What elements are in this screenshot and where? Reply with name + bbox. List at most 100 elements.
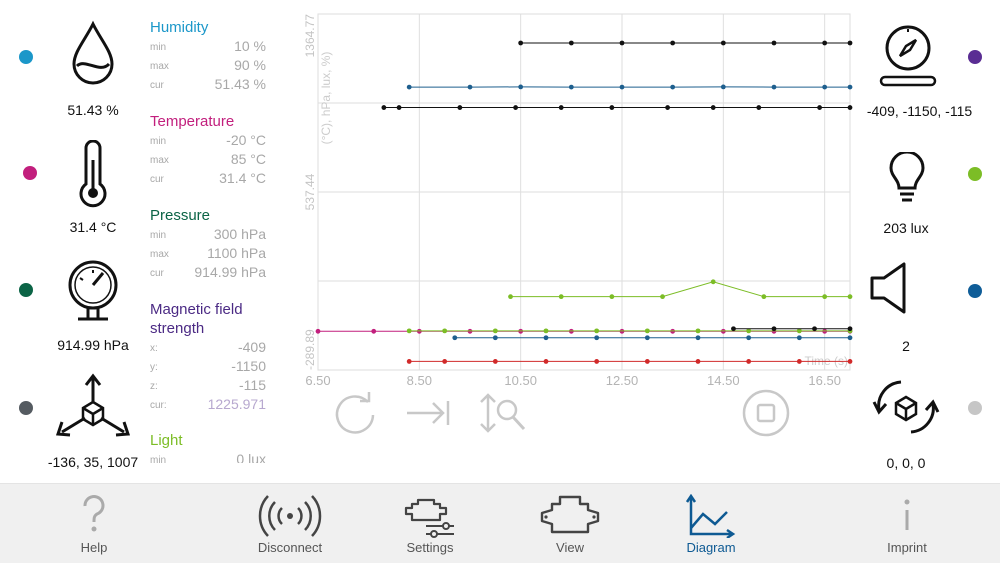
pressure-dot[interactable]	[19, 283, 33, 297]
stat-key: cur	[150, 268, 164, 279]
stat-key: min	[150, 136, 167, 147]
y-tick-label: 537.44	[303, 173, 317, 210]
vertical-zoom-icon[interactable]	[478, 392, 528, 434]
data-point	[452, 335, 458, 341]
humidity-stats: Humidity min 10 % max 90 % cur 51.43 %	[150, 18, 266, 94]
stat-key: max	[150, 155, 169, 166]
data-point	[720, 40, 726, 46]
nav-disconnect[interactable]: Disconnect	[230, 484, 350, 563]
data-point	[406, 84, 412, 90]
data-point	[518, 40, 524, 46]
gauge-icon	[68, 260, 118, 321]
help-icon	[83, 495, 105, 532]
disconnect-icon	[258, 495, 322, 537]
data-point	[396, 105, 402, 110]
data-point	[594, 335, 600, 341]
diagram-icon	[685, 494, 736, 538]
settings-icon	[404, 498, 454, 538]
data-point	[315, 328, 321, 334]
data-point	[568, 40, 574, 46]
data-point	[660, 294, 665, 300]
data-point	[796, 359, 802, 364]
data-point	[406, 359, 412, 364]
orientation-dot[interactable]	[968, 50, 982, 64]
stat-key: y:	[150, 362, 158, 373]
nav-settings[interactable]: Settings	[370, 484, 490, 563]
temperature-stats: Temperature min -20 °C max 85 °C cur 31.4 °…	[150, 112, 266, 188]
light-dot[interactable]	[968, 167, 982, 181]
temperature-stats-title: Temperature	[150, 113, 235, 130]
stat-value: 85 °C	[230, 151, 266, 167]
refresh-icon[interactable]	[330, 388, 380, 438]
data-point	[847, 294, 853, 300]
data-point	[513, 105, 518, 110]
imprint-icon	[904, 499, 910, 530]
stat-value: -115	[239, 377, 266, 393]
y-axis-label: (°C), hPa, lux, %)	[319, 52, 333, 145]
data-point	[558, 294, 564, 300]
temperature-dot[interactable]	[23, 166, 37, 180]
data-point	[847, 359, 853, 364]
stat-value: 90 %	[234, 57, 266, 73]
nav-view[interactable]: View	[510, 484, 630, 563]
x-tick-label: 10.50	[504, 373, 537, 388]
stat-value: 31.4 °C	[219, 170, 266, 186]
data-point	[796, 328, 802, 334]
stat-value: -1150	[231, 358, 266, 374]
stat-value: 914.99 hPa	[194, 264, 266, 280]
data-point	[492, 359, 498, 364]
nav-imprint[interactable]: Imprint	[847, 484, 967, 563]
sound-dot[interactable]	[968, 284, 982, 298]
humidity-value: 51.43 %	[67, 102, 119, 118]
stat-key: cur	[150, 80, 164, 91]
data-point	[812, 326, 817, 332]
gyroscope-dot[interactable]	[968, 401, 982, 415]
humidity-dot[interactable]	[19, 50, 33, 64]
data-point	[457, 105, 463, 110]
pressure-stats-title: Pressure	[150, 207, 211, 224]
x-tick-label: 16.50	[808, 373, 841, 388]
data-point	[442, 359, 448, 364]
data-point	[847, 40, 853, 46]
data-point	[568, 84, 574, 90]
stat-value: 51.43 %	[214, 76, 266, 92]
pressure-stats: Pressure min 300 hPa max 1100 hPa cur 914.9…	[150, 206, 266, 282]
nav-view-label: View	[556, 540, 584, 555]
nav-imprint-label: Imprint	[887, 540, 927, 555]
data-point	[644, 359, 650, 364]
data-point	[817, 105, 822, 110]
stat-key: min	[150, 230, 167, 241]
data-point	[720, 84, 726, 90]
series-line-3	[510, 281, 850, 298]
humidity-stats-title: Humidity	[150, 19, 209, 36]
stat-key: max	[150, 249, 169, 260]
y-tick-label: -289.89	[303, 329, 317, 370]
rotate-cube-icon	[872, 380, 940, 434]
data-point	[381, 105, 387, 110]
bottom-navigation: Help Disconnect Settings View	[0, 483, 1000, 563]
nav-disconnect-label: Disconnect	[257, 540, 323, 555]
stat-value: 0 lux	[236, 451, 266, 463]
nav-diagram[interactable]: Diagram	[651, 484, 771, 563]
data-point	[518, 84, 524, 90]
orientation-value: -409, -1150, -115	[866, 103, 973, 119]
temperature-value: 31.4 °C	[69, 219, 117, 235]
jump-to-end-icon[interactable]	[405, 398, 451, 428]
nav-help[interactable]: Help	[34, 484, 154, 563]
nav-diagram-label: Diagram	[686, 540, 736, 555]
data-point	[609, 105, 615, 110]
magnetic-stats-title: Magnetic field strength	[150, 301, 243, 337]
acceleration-dot[interactable]	[19, 401, 33, 415]
data-point	[847, 84, 853, 90]
x-tick-label: 8.50	[407, 373, 432, 388]
stat-value: 1225.971	[207, 396, 266, 412]
data-point	[644, 328, 650, 334]
speaker-icon	[870, 262, 906, 314]
stop-icon[interactable]	[741, 388, 791, 438]
chart-svg[interactable]: 6.50 8.50 10.50 12.50 14.50 16.50 1364.77 537.4…	[300, 10, 860, 390]
y-tick-label: 1364.77	[303, 14, 317, 58]
data-point	[558, 105, 564, 110]
data-point	[731, 326, 736, 332]
sensor-chart[interactable]: 6.50 8.50 10.50 12.50 14.50 16.50 1364.77 537.4…	[300, 10, 860, 390]
stat-key: max	[150, 61, 169, 72]
